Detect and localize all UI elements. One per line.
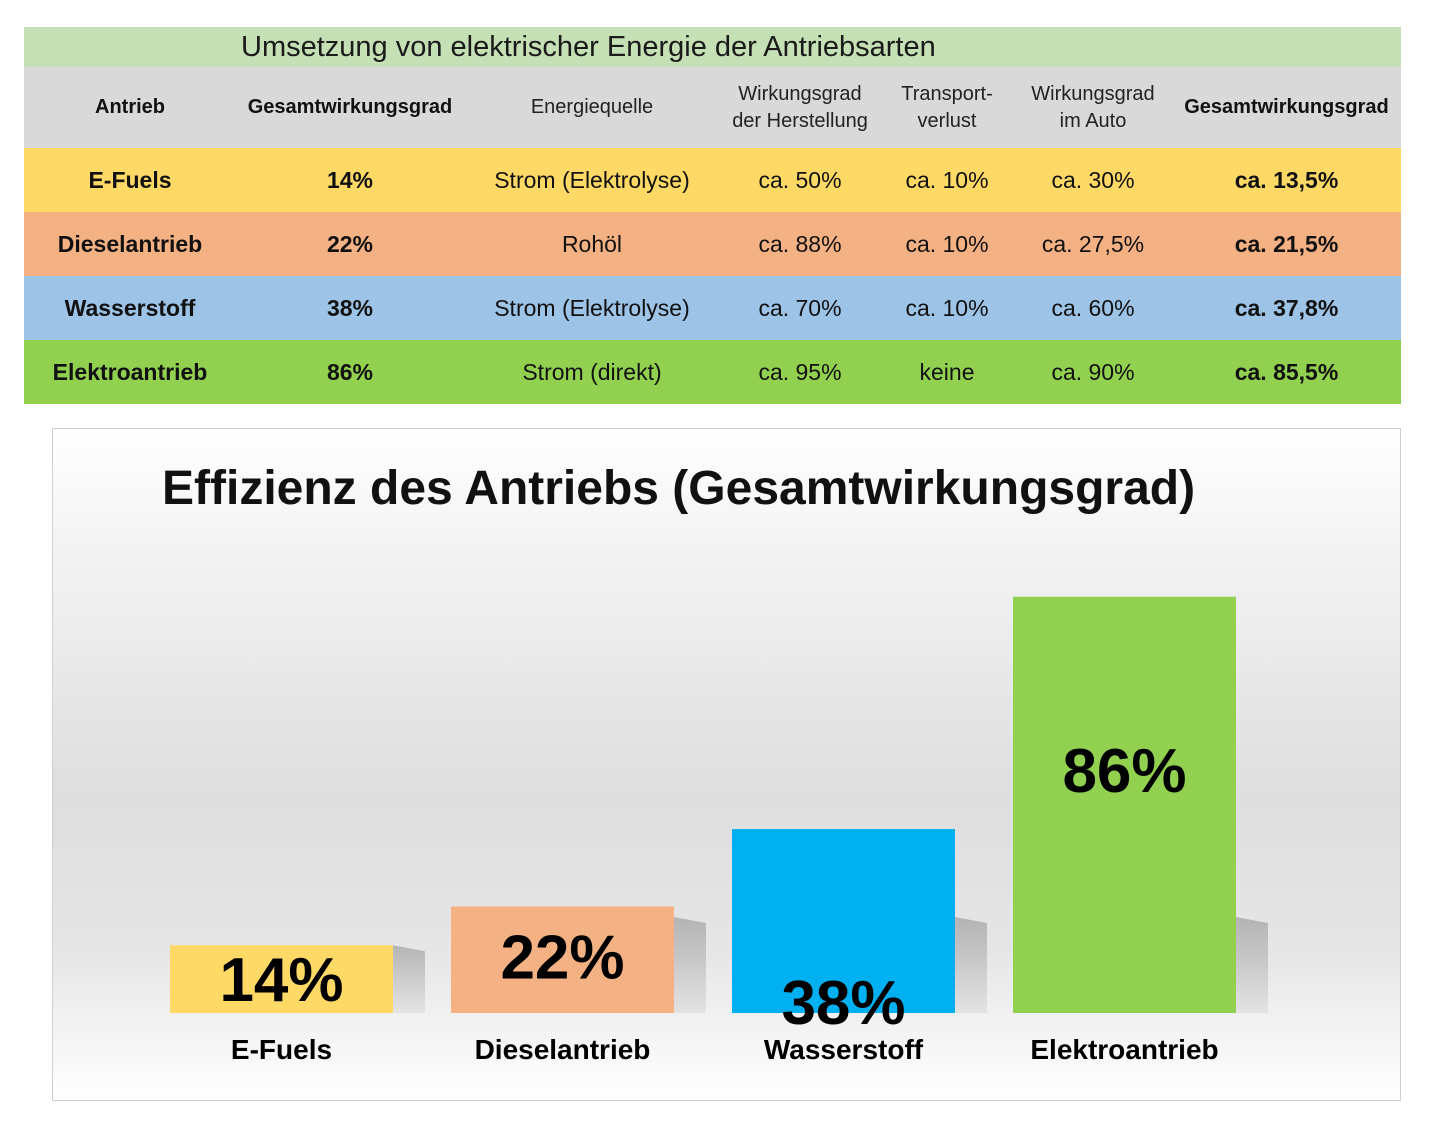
- data-label-elektroantrieb: 86%: [1062, 737, 1186, 806]
- efficiency-table-section: Umsetzung von elektrischer Energie der A…: [24, 27, 1401, 404]
- cell-name: Dieselantrieb: [57, 230, 203, 257]
- cell-total: 38%: [326, 294, 374, 321]
- bar-elektroantrieb: [1013, 596, 1236, 1013]
- table-header-row: Antrieb Gesamtwirkungsgrad Energiequelle…: [24, 67, 1401, 148]
- chart-plot-area: 14% E-Fuels 22% Dieselantrieb 38%Wasserstoff…: [170, 596, 1268, 1065]
- cell-name: Wasserstoff: [64, 294, 196, 321]
- header-antrieb: Antrieb: [95, 96, 165, 118]
- header-wirkungsgrad-auto: Wirkungsgrad im Auto: [1014, 67, 1172, 148]
- cell-production: ca. 50%: [758, 166, 842, 193]
- table-row-diesel: Dieselantrieb 22% Rohöl ca. 88% ca. 10% …: [24, 212, 1401, 276]
- data-label-dieselantrieb: 22%: [500, 924, 624, 993]
- header-wirkungsgrad-herstellung: Wirkungsgrad der Herstellung: [720, 67, 880, 148]
- cell-car: ca. 90%: [1051, 358, 1135, 385]
- header-transportverlust-text: Transport- verlust: [901, 82, 993, 132]
- cell-total: 14%: [326, 166, 374, 193]
- efficiency-chart: Effizienz des Antriebs (Gesamtwirkungsgr…: [52, 428, 1401, 1101]
- cell-source: Strom (direkt): [522, 358, 662, 385]
- cell-total-calc: ca. 13,5%: [1234, 166, 1339, 193]
- cell-total-calc: ca. 21,5%: [1234, 230, 1339, 257]
- category-label-elektroantrieb: Elektroantrieb: [1030, 1034, 1218, 1065]
- cell-total-calc: ca. 85,5%: [1234, 358, 1339, 385]
- bar-wasserstoff: [732, 829, 955, 1013]
- cell-total-calc: ca. 37,8%: [1234, 294, 1339, 321]
- bar-shadow-e-fuels: [393, 945, 425, 1013]
- cell-name: E-Fuels: [88, 166, 172, 193]
- cell-transport: keine: [919, 358, 975, 385]
- cell-production: ca. 88%: [758, 230, 842, 257]
- cell-source: Rohöl: [561, 230, 623, 257]
- cell-car: ca. 27,5%: [1041, 230, 1145, 257]
- cell-transport: ca. 10%: [905, 166, 989, 193]
- category-label-wasserstoff: Wasserstoff: [764, 1034, 924, 1065]
- chart-title: Effizienz des Antriebs (Gesamtwirkungsgr…: [162, 462, 1196, 515]
- cell-transport: ca. 10%: [905, 294, 989, 321]
- bar-dieselantrieb: [451, 906, 674, 1013]
- cell-source: Strom (Elektrolyse): [494, 294, 690, 321]
- bar-shadow-wasserstoff: [955, 917, 987, 1013]
- header-wirkungsgrad-auto-text: Wirkungsgrad im Auto: [1031, 82, 1155, 132]
- cell-name: Elektroantrieb: [52, 358, 208, 385]
- header-gesamtwirkungsgrad-calc: Gesamtwirkungsgrad: [1184, 96, 1389, 118]
- cell-car: ca. 60%: [1051, 294, 1135, 321]
- header-transportverlust: Transport- verlust: [880, 67, 1014, 148]
- cell-total: 86%: [326, 358, 374, 385]
- bar-shadow-dieselantrieb: [674, 917, 706, 1013]
- header-gesamtwirkungsgrad: Gesamtwirkungsgrad: [247, 96, 453, 118]
- header-wirkungsgrad-herstellung-text: Wirkungsgrad der Herstellung: [732, 82, 868, 132]
- table-row-efuels: E-Fuels 14% Strom (Elektrolyse) ca. 50% …: [24, 148, 1401, 212]
- cell-source: Strom (Elektrolyse): [494, 166, 690, 193]
- category-label-dieselantrieb: Dieselantrieb: [475, 1034, 651, 1065]
- table-title: Umsetzung von elektrischer Energie der A…: [24, 27, 1401, 67]
- cell-car: ca. 30%: [1051, 166, 1135, 193]
- data-label-wasserstoff: 38%: [781, 969, 905, 1038]
- bar-shadow-elektroantrieb: [1236, 917, 1268, 1013]
- cell-production: ca. 95%: [758, 358, 842, 385]
- table-row-wasserstoff: Wasserstoff 38% Strom (Elektrolyse) ca. …: [24, 276, 1401, 340]
- header-energiequelle: Energiequelle: [530, 96, 654, 118]
- efficiency-table: Antrieb Gesamtwirkungsgrad Energiequelle…: [24, 67, 1401, 404]
- category-label-e-fuels: E-Fuels: [231, 1034, 332, 1065]
- cell-total: 22%: [326, 230, 374, 257]
- cell-transport: ca. 10%: [905, 230, 989, 257]
- data-label-e-fuels: 14%: [219, 946, 343, 1015]
- cell-production: ca. 70%: [758, 294, 842, 321]
- bar-e-fuels: [170, 945, 393, 1013]
- table-row-elektro: Elektroantrieb 86% Strom (direkt) ca. 95…: [24, 340, 1401, 404]
